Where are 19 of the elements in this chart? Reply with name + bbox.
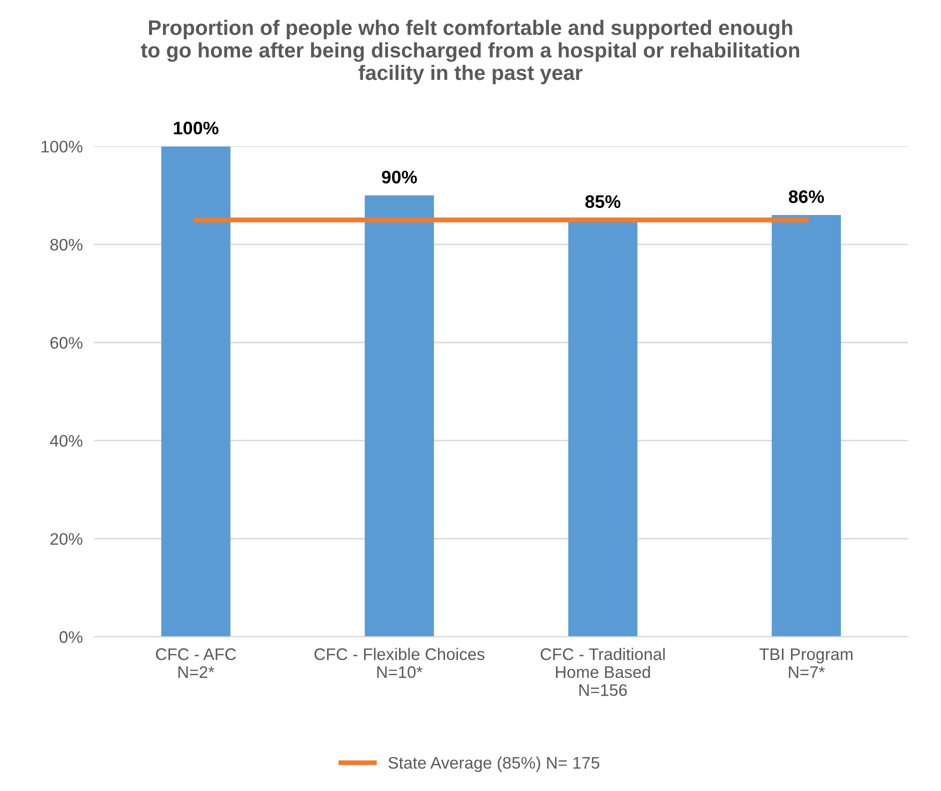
y-tick-label: 80% xyxy=(50,238,82,251)
x-tick-label: TBI Program N=7* xyxy=(759,648,852,678)
data-label: 86% xyxy=(788,190,824,204)
bar xyxy=(161,146,230,637)
legend-label: State Average (85%) N= 175 xyxy=(388,756,600,772)
bar xyxy=(772,214,841,637)
x-tick-label: CFC - AFC N=2* xyxy=(156,648,236,678)
bar xyxy=(364,195,434,637)
chart-title: Proportion of people who felt comfortable and supported enough to go home after being discharged from a hospital or rehabilitation facility in the past year xyxy=(140,20,800,84)
x-tick-label: CFC - Flexible Choices N=10* xyxy=(314,648,484,678)
y-tick-label: 40% xyxy=(50,434,82,447)
y-tick-label: 100% xyxy=(42,140,82,153)
y-tick-label: 60% xyxy=(50,336,82,349)
y-tick-label: 0% xyxy=(60,631,82,643)
data-label: 100% xyxy=(174,122,218,134)
data-label: 85% xyxy=(585,195,620,208)
y-tick-label: 20% xyxy=(50,533,82,545)
x-tick-label: CFC - Traditional Home Based N=156 xyxy=(540,648,665,696)
data-label: 90% xyxy=(382,170,417,184)
